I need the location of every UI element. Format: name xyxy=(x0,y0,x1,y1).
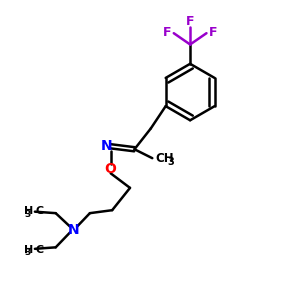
Text: F: F xyxy=(209,26,217,39)
Text: CH: CH xyxy=(155,152,174,165)
Text: H: H xyxy=(24,245,33,255)
Text: N: N xyxy=(101,139,112,153)
Text: F: F xyxy=(163,26,172,39)
Text: 3: 3 xyxy=(24,248,30,257)
Text: O: O xyxy=(105,162,117,176)
Text: C: C xyxy=(36,245,44,255)
Text: H: H xyxy=(24,206,33,216)
Text: N: N xyxy=(68,223,79,236)
Text: C: C xyxy=(36,206,44,216)
Text: F: F xyxy=(186,15,194,28)
Text: 3: 3 xyxy=(24,210,30,219)
Text: 3: 3 xyxy=(168,157,175,167)
